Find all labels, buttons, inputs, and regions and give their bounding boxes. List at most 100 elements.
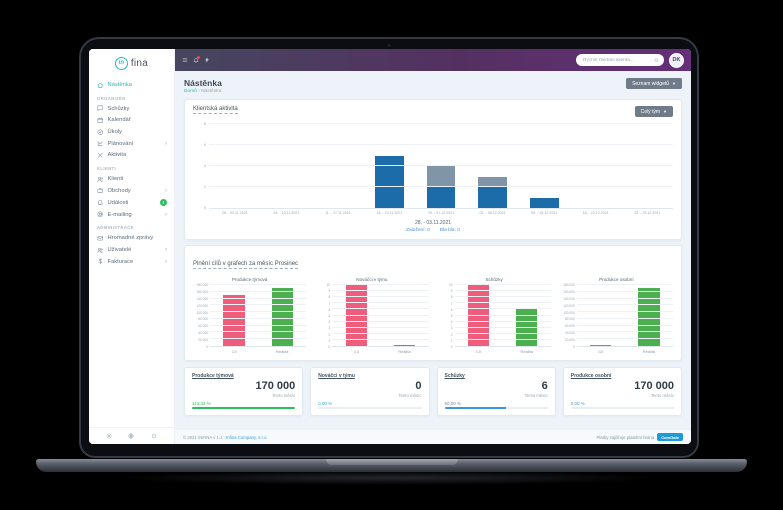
stat-card-sublabel: Tento měsíc: [650, 393, 674, 399]
goal-chart-y-axis: 0 1 2 3 4 5 6 7 8 9 10: [315, 283, 332, 349]
sidebar-item[interactable]: Plánování ›: [97, 138, 167, 150]
home-icon: [97, 82, 104, 89]
bar: [223, 295, 245, 346]
stat-card-title-link[interactable]: Nováčci v týmu: [318, 373, 355, 379]
goal-chart-x-axis: Cíl Realita: [332, 349, 428, 354]
gridline: [332, 308, 429, 310]
goal-chart: Nováčci v týmu 0 1 2 3 4 5 6 7 8 9 10 Cíl Realita: [315, 277, 429, 354]
footer-copyright: © 2021 INFINA v 1.2 : Infina Company, s.…: [183, 435, 268, 440]
payment-gateway-badge[interactable]: ComGate: [657, 433, 683, 441]
laptop-frame: in fina Nástěnka ORGANIZÉR Schůzky Kalendář…: [79, 37, 699, 458]
gridline: [454, 332, 551, 334]
sidebar-item-label: Aktivita: [107, 152, 127, 159]
sidebar-item[interactable]: Hromadné zprávy: [97, 232, 167, 244]
sidebar-item[interactable]: Klienti: [97, 173, 167, 185]
y-axis-tick: 9: [328, 289, 331, 294]
goals-card: Plnění cílů v grafech za měsíc Prosinec …: [184, 245, 682, 361]
stat-card-sublabel: Tento měsíc: [272, 393, 296, 399]
screen: in fina Nástěnka ORGANIZÉR Schůzky Kalendář…: [89, 49, 691, 444]
globe-icon: [128, 433, 134, 439]
bar-column: [261, 124, 313, 208]
x-axis-label: Realita: [275, 349, 289, 354]
sidebar-item[interactable]: Uživatelé ›: [97, 244, 167, 256]
bar-column: [258, 285, 306, 346]
bar-column: [570, 124, 622, 208]
sidebar-item-label: Události: [107, 199, 129, 206]
y-axis-tick: 80 000: [198, 317, 208, 322]
gridline: [332, 284, 429, 285]
chevron-right-icon: ›: [165, 246, 167, 253]
bell-button[interactable]: [193, 56, 200, 63]
stat-card-title-link[interactable]: Produkce týmová: [192, 373, 234, 379]
x-axis-label: 09. - 15.12.2021: [531, 211, 558, 215]
goal-chart-plot: [454, 284, 551, 347]
envelope-icon: [97, 235, 104, 242]
team-filter-button[interactable]: Celý tým ▼: [634, 106, 673, 117]
sidebar-item[interactable]: Schůzky: [97, 103, 167, 115]
goal-chart-plot-wrap: 0 1 2 3 4 5 6 7 8 9 10: [438, 283, 551, 349]
sidebar-item[interactable]: Události 1: [97, 197, 167, 209]
gridline: [454, 320, 551, 322]
search-box: [576, 54, 664, 66]
breadcrumb-home[interactable]: Domů: [184, 89, 197, 94]
gridline: [576, 290, 673, 292]
gridline: [332, 302, 429, 304]
gridline: [210, 284, 307, 285]
goal-chart-plot: [332, 284, 429, 347]
widgets-list-button[interactable]: Seznam widgetů ▼: [626, 78, 682, 89]
gridline: [210, 290, 307, 292]
sidebar-item[interactable]: Obchody ›: [97, 185, 167, 197]
user-avatar[interactable]: DK: [669, 52, 684, 68]
bar-stack: [581, 124, 610, 208]
y-axis-tick: 0: [203, 206, 206, 210]
bar-column: [625, 285, 673, 346]
menu-button[interactable]: [182, 57, 188, 63]
gear-button[interactable]: [106, 433, 112, 439]
stat-card-value: 170 000: [255, 380, 296, 392]
chat-icon: [97, 105, 104, 112]
bar-segment: [426, 187, 456, 208]
goals-title[interactable]: Plnění cílů v grafech za měsíc Prosinec: [193, 261, 299, 269]
search-icon[interactable]: [654, 58, 659, 63]
sidebar-item[interactable]: Kalendář: [97, 114, 167, 126]
company-link[interactable]: Infina Company, s.r.o.: [226, 434, 268, 440]
goal-chart-title: Nováčci v týmu: [356, 277, 388, 282]
team-filter-button-label: Celý tým: [640, 108, 661, 115]
client-activity-title[interactable]: Klientská aktivita: [193, 106, 238, 114]
bar-column: [503, 285, 551, 346]
gridline: [210, 331, 307, 333]
sidebar-item[interactable]: Fakturace ›: [97, 256, 167, 268]
bolt-button[interactable]: [204, 57, 210, 63]
sidebar-item[interactable]: Nástěnka: [97, 79, 167, 91]
users-icon: [97, 247, 104, 254]
sidebar-item[interactable]: Aktivita: [97, 149, 167, 161]
tools-icon: [97, 152, 104, 159]
goal-chart-plot-wrap: 0 20 000 40 000 60 000 80 000 100 000 120 000 1…: [560, 283, 673, 349]
sidebar-item[interactable]: E-mailing ›: [97, 209, 167, 221]
app-logo[interactable]: in fina: [89, 49, 174, 77]
y-axis-tick: 6: [328, 307, 331, 312]
activity-chart-y-axis: 0 2 4 6 8: [193, 122, 209, 210]
sidebar-item-label: Hromadné zprávy: [107, 235, 154, 242]
globe-button[interactable]: [128, 433, 134, 439]
legend-item: Založení: 0: [406, 228, 430, 233]
y-axis-tick: 4: [450, 320, 453, 325]
bar-column: [518, 124, 570, 208]
power-button[interactable]: [151, 433, 157, 439]
gridline: [576, 311, 673, 313]
y-axis-tick: 160 000: [563, 289, 575, 294]
y-axis-tick: 1: [450, 338, 453, 343]
sidebar-item[interactable]: Úkoly: [97, 126, 167, 138]
stat-card-title-link[interactable]: Produkce osobní: [570, 373, 612, 379]
stat-card: Schůzky 6 Tento měsíc 60,00 %: [436, 367, 556, 417]
breadcrumb-separator: ›: [198, 89, 200, 94]
webcam-dot: [387, 44, 391, 47]
stat-card-title-link[interactable]: Schůzky: [444, 373, 465, 379]
goal-chart-y-axis: 0 20 000 40 000 60 000 80 000 100 000 120 000 1…: [560, 283, 577, 349]
y-axis-tick: 100 000: [196, 310, 208, 315]
gear-icon: [106, 433, 112, 439]
bar-segment: [426, 166, 456, 187]
gridline: [332, 326, 429, 328]
x-axis-label: 11. - 17.11.2021: [325, 211, 351, 215]
search-input[interactable]: [581, 56, 651, 64]
